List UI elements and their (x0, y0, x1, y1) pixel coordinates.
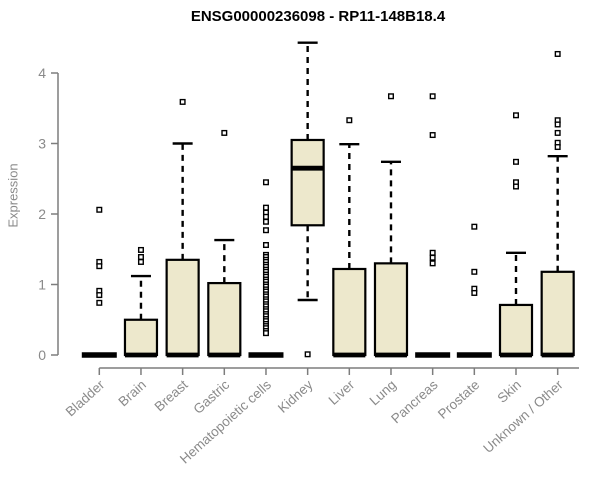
x-category-label: Breast (152, 377, 191, 414)
outlier-point (262, 218, 269, 225)
outlier-point (262, 213, 269, 220)
outlier-point (429, 254, 436, 261)
outlier-point (262, 227, 269, 234)
x-category-label: Bladder (63, 377, 108, 420)
outlier-point (513, 183, 520, 190)
x-category-label: Pancreas (388, 377, 441, 426)
outlier-point (96, 299, 103, 306)
x-category-label: Liver (326, 377, 358, 408)
outlier-point (96, 292, 103, 299)
outlier-point (221, 129, 228, 136)
outlier-point (513, 158, 520, 165)
box (373, 262, 409, 357)
outlier-point (262, 179, 269, 186)
box (165, 258, 200, 357)
outlier-point (554, 144, 561, 151)
box (540, 270, 575, 357)
outlier-point (471, 268, 478, 275)
box (332, 267, 367, 357)
outlier-point (96, 263, 103, 270)
outlier-point (387, 93, 394, 100)
y-tick-label: 2 (38, 206, 46, 222)
outlier-point (304, 351, 311, 358)
outlier-point (554, 121, 561, 128)
outlier-point (262, 330, 269, 337)
outlier-point (429, 93, 436, 100)
x-category-label: Kidney (275, 377, 316, 416)
outlier-point (262, 242, 269, 249)
box (498, 303, 534, 357)
box (123, 318, 159, 357)
outlier-point (429, 249, 436, 256)
outlier-point (513, 112, 520, 119)
outlier-point (137, 246, 144, 253)
y-tick-label: 0 (38, 347, 46, 363)
chart-title: ENSG00000236098 - RP11-148B18.4 (190, 8, 446, 25)
box (207, 281, 242, 357)
y-tick-label: 4 (38, 65, 46, 81)
outlier-point (137, 258, 144, 265)
x-category-label: Brain (116, 377, 149, 409)
x-category-label: Skin (494, 377, 524, 406)
box (290, 138, 325, 227)
outlier-point (179, 98, 186, 105)
outlier-point (429, 132, 436, 139)
outlier-point (429, 260, 436, 267)
x-category-label: Lung (367, 377, 399, 408)
outlier-point (137, 254, 144, 261)
outlier-point (554, 129, 561, 136)
outlier-point (471, 223, 478, 230)
outlier-point (346, 117, 353, 124)
outlier-point (554, 50, 561, 57)
outlier-point (262, 204, 269, 211)
y-tick-label: 3 (38, 136, 46, 152)
outlier-point (96, 206, 103, 213)
y-tick-label: 1 (38, 277, 46, 293)
x-category-label: Prostate (435, 377, 482, 422)
outlier-point (471, 289, 478, 296)
